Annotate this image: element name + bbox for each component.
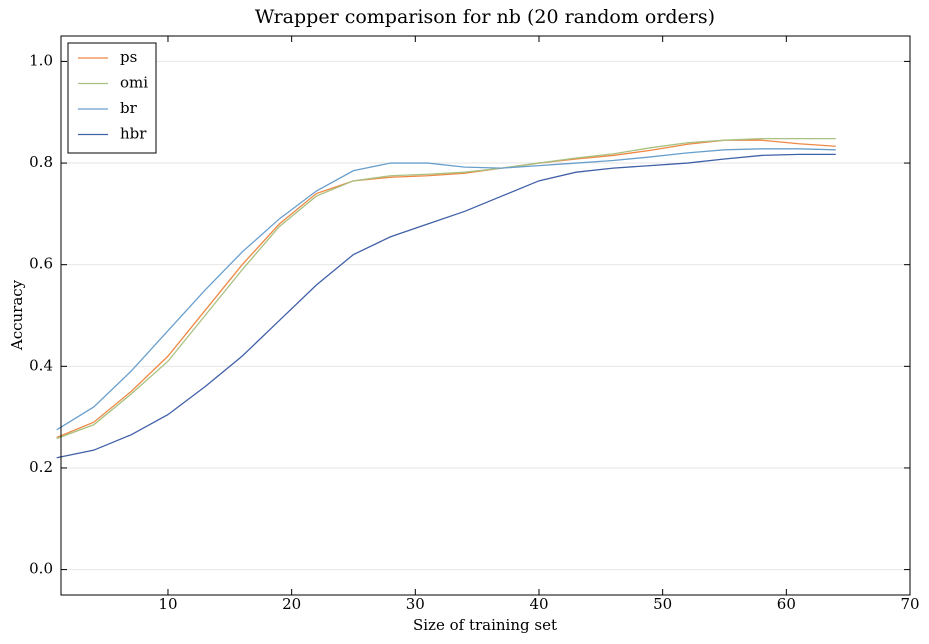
y-tick-label: 0.6 — [29, 255, 53, 273]
y-tick-label: 0.0 — [29, 560, 53, 578]
chart-title: Wrapper comparison for nb (20 random ord… — [255, 6, 715, 28]
y-tick-label: 0.4 — [29, 356, 53, 374]
x-tick-label: 50 — [653, 595, 672, 613]
y-tick-label: 1.0 — [29, 51, 53, 69]
x-tick-label: 10 — [158, 595, 177, 613]
x-tick-label: 70 — [900, 595, 919, 613]
x-tick-label: 40 — [529, 595, 548, 613]
x-tick-label: 20 — [282, 595, 301, 613]
y-axis-label: Accuracy — [8, 279, 26, 351]
y-tick-label: 0.2 — [29, 458, 53, 476]
series-line — [56, 148, 836, 431]
series-line — [56, 138, 836, 440]
y-tick-label: 0.8 — [29, 153, 53, 171]
series-line — [56, 139, 836, 439]
x-tick-label: 60 — [777, 595, 796, 613]
plot-frame — [60, 35, 911, 596]
x-axis-label: Size of training set — [413, 616, 557, 634]
series-line — [56, 153, 836, 459]
legend-label: br — [120, 99, 138, 117]
legend-label: hbr — [120, 125, 147, 143]
legend-label: omi — [120, 74, 148, 92]
x-tick-label: 30 — [406, 595, 425, 613]
legend-label: ps — [120, 48, 137, 66]
